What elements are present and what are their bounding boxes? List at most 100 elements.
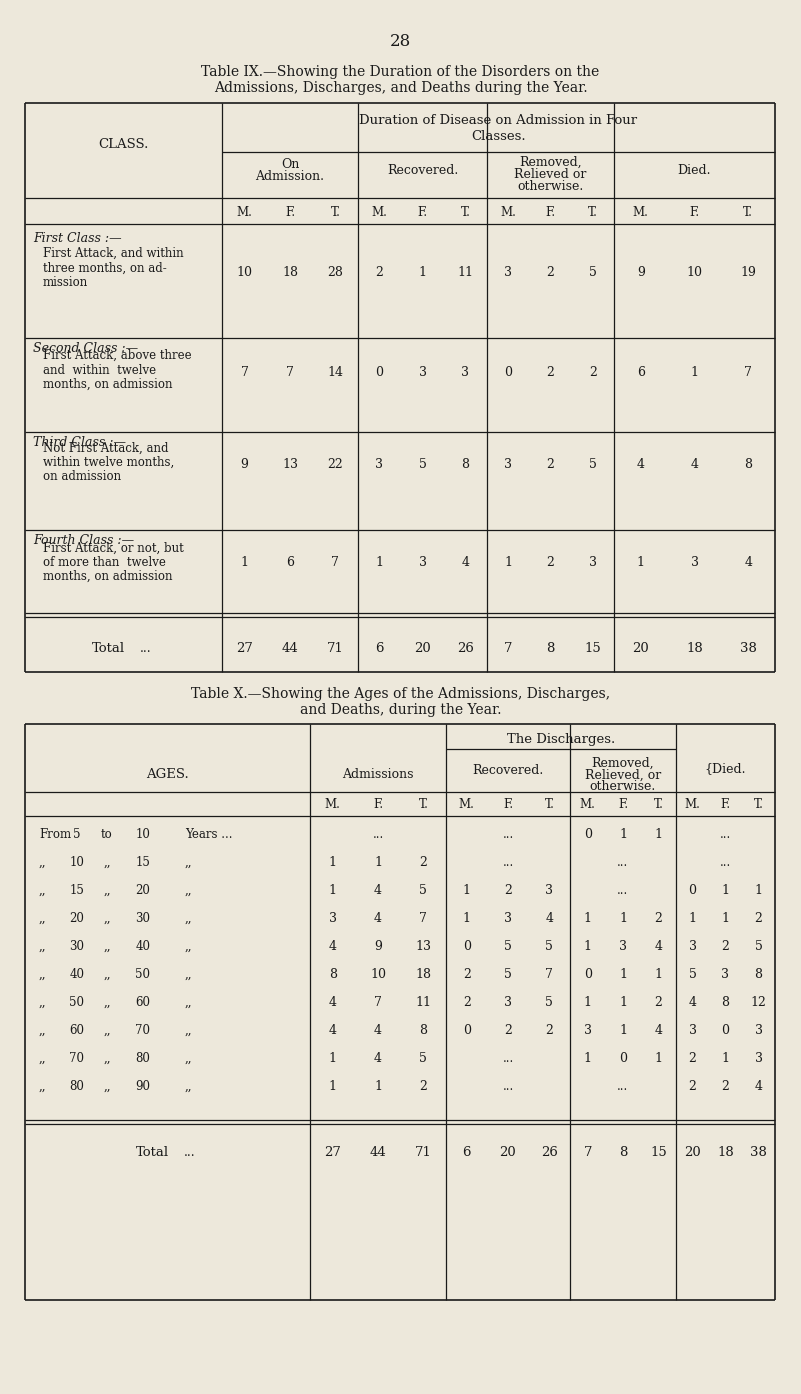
Text: 60: 60 (70, 1023, 84, 1037)
Text: 4: 4 (545, 912, 553, 924)
Text: 5: 5 (589, 265, 597, 279)
Text: ...: ... (502, 1051, 513, 1065)
Text: 3: 3 (584, 1023, 592, 1037)
Text: 8: 8 (722, 995, 730, 1008)
Text: 0: 0 (463, 940, 471, 952)
Text: and Deaths, during the Year.: and Deaths, during the Year. (300, 703, 501, 717)
Text: 18: 18 (686, 641, 702, 655)
Text: 7: 7 (286, 367, 294, 379)
Text: ...: ... (372, 828, 384, 841)
Text: ...: ... (720, 856, 731, 868)
Text: 4: 4 (328, 995, 336, 1008)
Text: 4: 4 (328, 940, 336, 952)
Text: F.: F. (720, 799, 731, 811)
Text: ,,: ,, (39, 1079, 46, 1093)
Text: 30: 30 (70, 940, 84, 952)
Text: 4: 4 (328, 1023, 336, 1037)
Text: 9: 9 (241, 459, 248, 471)
Text: F.: F. (690, 206, 699, 219)
Text: 1: 1 (584, 940, 592, 952)
Text: 90: 90 (135, 1079, 151, 1093)
Text: 1: 1 (240, 556, 248, 570)
Text: 38: 38 (750, 1146, 767, 1158)
Text: 15: 15 (585, 641, 602, 655)
Text: ,,: ,, (39, 940, 46, 952)
Text: 60: 60 (135, 995, 151, 1008)
Text: 6: 6 (462, 1146, 471, 1158)
Text: T.: T. (330, 206, 340, 219)
Text: M.: M. (633, 206, 649, 219)
Text: Not First Attack, and: Not First Attack, and (43, 442, 168, 454)
Text: 3: 3 (504, 912, 512, 924)
Text: AGES.: AGES. (146, 768, 189, 781)
Text: 1: 1 (722, 1051, 730, 1065)
Text: 1: 1 (619, 828, 627, 841)
Text: Third Class :—: Third Class :— (33, 436, 126, 449)
Text: 44: 44 (282, 641, 299, 655)
Text: 27: 27 (236, 641, 253, 655)
Text: 1: 1 (584, 995, 592, 1008)
Text: 8: 8 (546, 641, 554, 655)
Text: 1: 1 (619, 1023, 627, 1037)
Text: 2: 2 (546, 367, 554, 379)
Text: 15: 15 (135, 856, 151, 868)
Text: ,,: ,, (103, 884, 111, 896)
Text: within twelve months,: within twelve months, (43, 456, 175, 468)
Text: otherwise.: otherwise. (590, 781, 656, 793)
Text: 10: 10 (236, 265, 252, 279)
Text: 3: 3 (328, 912, 336, 924)
Text: M.: M. (372, 206, 388, 219)
Text: First Attack, above three: First Attack, above three (43, 348, 191, 361)
Text: T.: T. (461, 206, 470, 219)
Text: Duration of Disease on Admission in Four: Duration of Disease on Admission in Four (360, 114, 638, 127)
Text: 0: 0 (619, 1051, 627, 1065)
Text: M.: M. (685, 799, 700, 811)
Text: 70: 70 (135, 1023, 151, 1037)
Text: of more than  twelve: of more than twelve (43, 555, 166, 569)
Text: 3: 3 (755, 1023, 763, 1037)
Text: T.: T. (654, 799, 663, 811)
Text: 1: 1 (463, 884, 471, 896)
Text: 3: 3 (545, 884, 553, 896)
Text: 5: 5 (504, 967, 512, 980)
Text: 7: 7 (420, 912, 427, 924)
Text: ,,: ,, (103, 856, 111, 868)
Text: 10: 10 (135, 828, 151, 841)
Text: 1: 1 (328, 1051, 336, 1065)
Text: T.: T. (418, 799, 429, 811)
Text: 3: 3 (589, 556, 597, 570)
Text: 5: 5 (419, 459, 426, 471)
Text: 0: 0 (689, 884, 697, 896)
Text: ...: ... (139, 641, 151, 655)
Text: 3: 3 (690, 556, 698, 570)
Text: 7: 7 (545, 967, 553, 980)
Text: 1: 1 (654, 828, 662, 841)
Text: 50: 50 (135, 967, 151, 980)
Text: 3: 3 (689, 940, 697, 952)
Text: 1: 1 (328, 884, 336, 896)
Text: Recovered.: Recovered. (387, 163, 458, 177)
Text: 15: 15 (70, 884, 84, 896)
Text: 2: 2 (722, 940, 730, 952)
Text: 13: 13 (416, 940, 431, 952)
Text: 8: 8 (461, 459, 469, 471)
Text: 0: 0 (584, 828, 592, 841)
Text: 4: 4 (374, 912, 382, 924)
Text: 71: 71 (327, 641, 344, 655)
Text: ,,: ,, (185, 1023, 192, 1037)
Text: Years ...: Years ... (185, 828, 232, 841)
Text: 1: 1 (637, 556, 645, 570)
Text: Second Class :—: Second Class :— (33, 343, 138, 355)
Text: 3: 3 (689, 1023, 697, 1037)
Text: ,,: ,, (185, 884, 192, 896)
Text: 20: 20 (414, 641, 431, 655)
Text: 7: 7 (374, 995, 382, 1008)
Text: 18: 18 (717, 1146, 734, 1158)
Text: 5: 5 (504, 940, 512, 952)
Text: 7: 7 (583, 1146, 592, 1158)
Text: First Attack, or not, but: First Attack, or not, but (43, 541, 183, 555)
Text: 5: 5 (689, 967, 696, 980)
Text: 3: 3 (504, 265, 512, 279)
Text: ,,: ,, (103, 967, 111, 980)
Text: ...: ... (720, 828, 731, 841)
